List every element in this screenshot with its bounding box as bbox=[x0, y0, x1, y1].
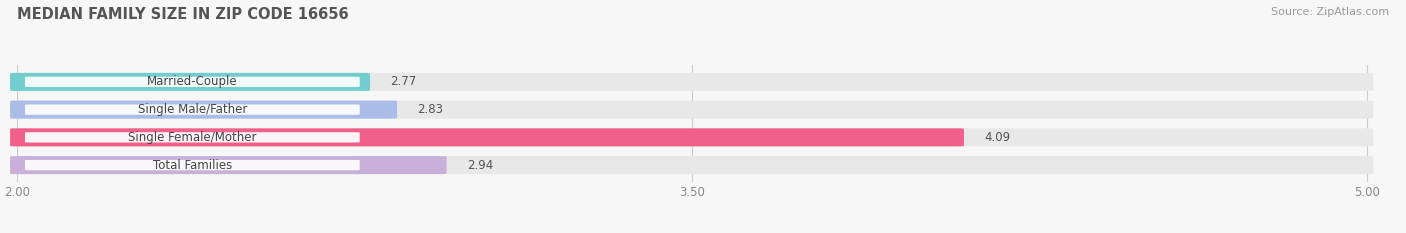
Text: Married-Couple: Married-Couple bbox=[148, 75, 238, 88]
FancyBboxPatch shape bbox=[10, 73, 1374, 91]
Text: 4.09: 4.09 bbox=[984, 131, 1011, 144]
FancyBboxPatch shape bbox=[10, 73, 370, 91]
FancyBboxPatch shape bbox=[25, 160, 360, 170]
FancyBboxPatch shape bbox=[25, 132, 360, 143]
Text: Single Female/Mother: Single Female/Mother bbox=[128, 131, 256, 144]
Text: Total Families: Total Families bbox=[153, 159, 232, 171]
Text: Source: ZipAtlas.com: Source: ZipAtlas.com bbox=[1271, 7, 1389, 17]
FancyBboxPatch shape bbox=[10, 156, 1374, 174]
Text: 2.77: 2.77 bbox=[391, 75, 416, 88]
Text: 2.94: 2.94 bbox=[467, 159, 494, 171]
FancyBboxPatch shape bbox=[10, 101, 396, 119]
FancyBboxPatch shape bbox=[25, 77, 360, 87]
Text: Single Male/Father: Single Male/Father bbox=[138, 103, 247, 116]
Text: 2.83: 2.83 bbox=[418, 103, 443, 116]
FancyBboxPatch shape bbox=[10, 101, 1374, 119]
Text: MEDIAN FAMILY SIZE IN ZIP CODE 16656: MEDIAN FAMILY SIZE IN ZIP CODE 16656 bbox=[17, 7, 349, 22]
FancyBboxPatch shape bbox=[10, 128, 1374, 146]
FancyBboxPatch shape bbox=[10, 128, 965, 146]
FancyBboxPatch shape bbox=[25, 104, 360, 115]
FancyBboxPatch shape bbox=[10, 156, 447, 174]
